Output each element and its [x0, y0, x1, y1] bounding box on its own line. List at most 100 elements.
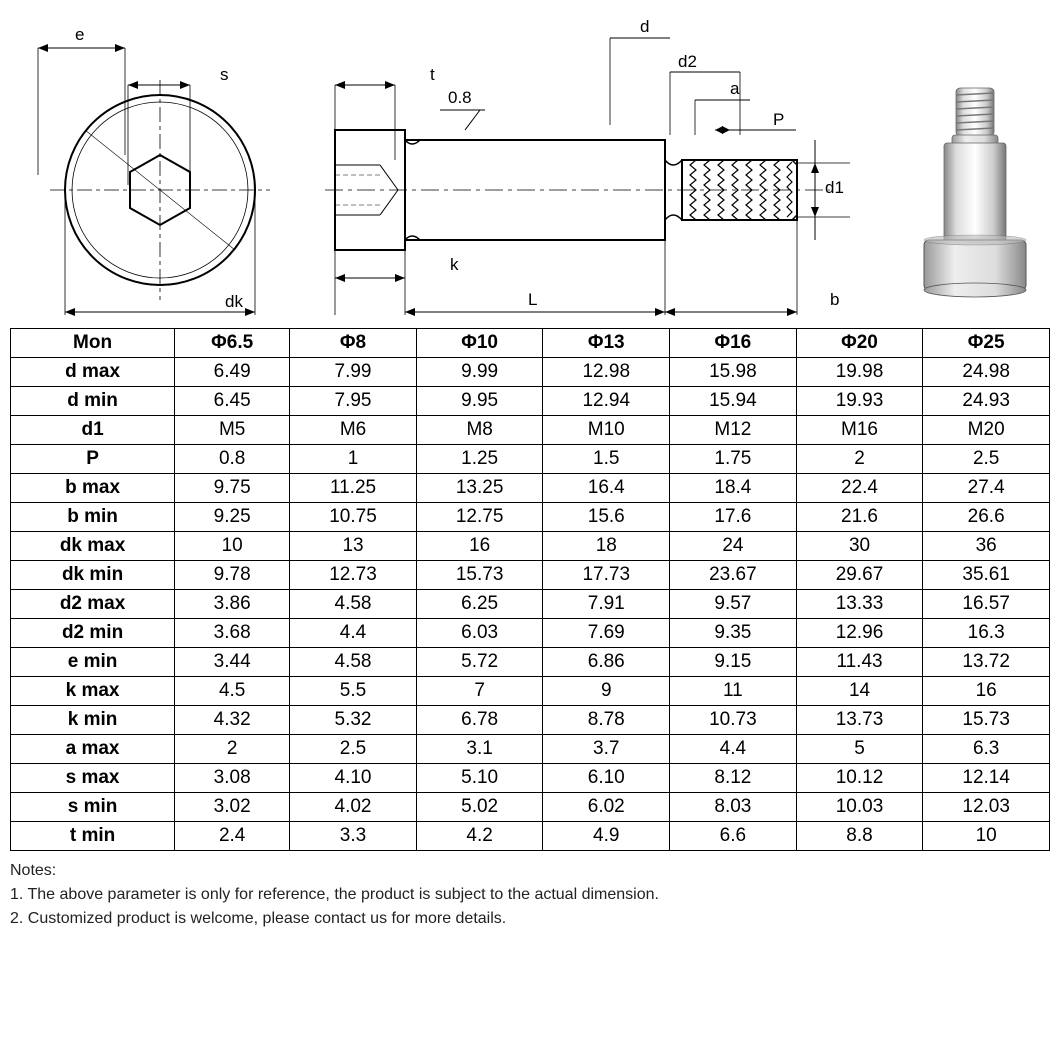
data-cell: 6.49: [175, 358, 290, 387]
product-photo: [900, 80, 1050, 300]
data-cell: 18: [543, 532, 670, 561]
data-cell: 10.73: [670, 706, 797, 735]
data-cell: 11: [670, 677, 797, 706]
data-cell: 7.69: [543, 619, 670, 648]
data-cell: 12.94: [543, 387, 670, 416]
data-cell: 29.67: [796, 561, 923, 590]
data-cell: 12.73: [290, 561, 417, 590]
table-row: d1M5M6M8M10M12M16M20: [11, 416, 1050, 445]
data-cell: 5.10: [416, 764, 543, 793]
data-cell: 6.03: [416, 619, 543, 648]
data-cell: 13.73: [796, 706, 923, 735]
data-cell: 30: [796, 532, 923, 561]
data-cell: 6.45: [175, 387, 290, 416]
column-header: Φ16: [670, 329, 797, 358]
data-cell: 3.1: [416, 735, 543, 764]
data-cell: 13.72: [923, 648, 1050, 677]
data-cell: 3.44: [175, 648, 290, 677]
data-cell: 5.72: [416, 648, 543, 677]
data-cell: 36: [923, 532, 1050, 561]
data-cell: 24: [670, 532, 797, 561]
data-cell: 10: [923, 822, 1050, 851]
label-d2: d2: [678, 52, 697, 72]
data-cell: 6.78: [416, 706, 543, 735]
data-cell: 4.58: [290, 590, 417, 619]
data-cell: 19.93: [796, 387, 923, 416]
row-header-cell: dk min: [11, 561, 175, 590]
column-header: Φ20: [796, 329, 923, 358]
data-cell: 10.03: [796, 793, 923, 822]
data-cell: 2: [796, 445, 923, 474]
data-cell: 3.02: [175, 793, 290, 822]
row-header-cell: d1: [11, 416, 175, 445]
data-cell: 9.75: [175, 474, 290, 503]
row-header-cell: e min: [11, 648, 175, 677]
data-cell: 10.12: [796, 764, 923, 793]
data-cell: 8.12: [670, 764, 797, 793]
label-dk: dk: [225, 292, 243, 312]
row-header-cell: d2 min: [11, 619, 175, 648]
table-row: s max3.084.105.106.108.1210.1212.14: [11, 764, 1050, 793]
data-cell: 2.4: [175, 822, 290, 851]
data-cell: 6.10: [543, 764, 670, 793]
data-cell: 16.4: [543, 474, 670, 503]
data-cell: 6.02: [543, 793, 670, 822]
data-cell: 4.4: [670, 735, 797, 764]
data-cell: 12.98: [543, 358, 670, 387]
data-cell: 4.02: [290, 793, 417, 822]
data-cell: 26.6: [923, 503, 1050, 532]
data-cell: 3.86: [175, 590, 290, 619]
label-k: k: [450, 255, 459, 275]
data-cell: 2.5: [923, 445, 1050, 474]
table-row: P0.811.251.51.7522.5: [11, 445, 1050, 474]
table-row: k max4.55.579111416: [11, 677, 1050, 706]
data-cell: 3.7: [543, 735, 670, 764]
data-cell: M5: [175, 416, 290, 445]
data-cell: 17.6: [670, 503, 797, 532]
data-cell: 9.57: [670, 590, 797, 619]
label-P: P: [773, 110, 784, 130]
data-cell: 5.32: [290, 706, 417, 735]
data-cell: 1: [290, 445, 417, 474]
table-row: d2 min3.684.46.037.699.3512.9616.3: [11, 619, 1050, 648]
data-cell: 11.25: [290, 474, 417, 503]
table-row: dk min9.7812.7315.7317.7323.6729.6735.61: [11, 561, 1050, 590]
data-cell: 2.5: [290, 735, 417, 764]
data-cell: 4.32: [175, 706, 290, 735]
label-d1: d1: [825, 178, 844, 198]
table-row: dk max10131618243036: [11, 532, 1050, 561]
data-cell: 3.08: [175, 764, 290, 793]
data-cell: M10: [543, 416, 670, 445]
row-header-cell: t min: [11, 822, 175, 851]
data-cell: 12.96: [796, 619, 923, 648]
table-row: k min4.325.326.788.7810.7313.7315.73: [11, 706, 1050, 735]
table-row: d2 max3.864.586.257.919.5713.3316.57: [11, 590, 1050, 619]
table-row: d min6.457.959.9512.9415.9419.9324.93: [11, 387, 1050, 416]
data-cell: M6: [290, 416, 417, 445]
data-cell: 6.3: [923, 735, 1050, 764]
row-header-cell: d min: [11, 387, 175, 416]
table-row: a max22.53.13.74.456.3: [11, 735, 1050, 764]
front-view-diagram: e s dk: [30, 30, 290, 310]
table-row: e min3.444.585.726.869.1511.4313.72: [11, 648, 1050, 677]
data-cell: M12: [670, 416, 797, 445]
data-cell: 7.91: [543, 590, 670, 619]
data-cell: 13: [290, 532, 417, 561]
data-cell: 15.6: [543, 503, 670, 532]
data-cell: 8.78: [543, 706, 670, 735]
table-header-row: MonΦ6.5Φ8Φ10Φ13Φ16Φ20Φ25: [11, 329, 1050, 358]
data-cell: M20: [923, 416, 1050, 445]
data-cell: 9: [543, 677, 670, 706]
row-header-cell: k min: [11, 706, 175, 735]
data-cell: 21.6: [796, 503, 923, 532]
table-row: b max9.7511.2513.2516.418.422.427.4: [11, 474, 1050, 503]
data-cell: 0.8: [175, 445, 290, 474]
data-cell: 11.43: [796, 648, 923, 677]
side-view-diagram: t 0.8 d d2 a P d1 k L b: [320, 30, 880, 310]
data-cell: 7.95: [290, 387, 417, 416]
data-cell: 15.73: [923, 706, 1050, 735]
row-header-cell: d max: [11, 358, 175, 387]
data-cell: 15.98: [670, 358, 797, 387]
data-cell: 13.25: [416, 474, 543, 503]
data-cell: 4.4: [290, 619, 417, 648]
